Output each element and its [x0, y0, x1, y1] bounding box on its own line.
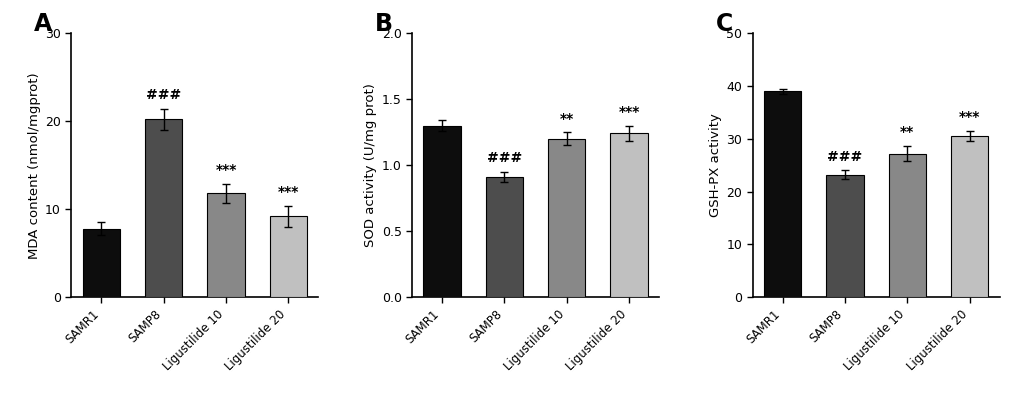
- Text: C: C: [715, 12, 733, 36]
- Text: A: A: [35, 12, 53, 36]
- Bar: [888, 154, 925, 297]
- Bar: [609, 133, 647, 297]
- Text: ***: ***: [277, 185, 299, 199]
- Bar: [423, 126, 461, 297]
- Y-axis label: SOD activity (U/mg prot): SOD activity (U/mg prot): [364, 83, 377, 247]
- Text: **: **: [900, 125, 914, 139]
- Y-axis label: GSH-PX activity: GSH-PX activity: [708, 113, 721, 217]
- Text: ***: ***: [618, 105, 639, 119]
- Bar: [207, 193, 245, 297]
- Bar: [950, 136, 987, 297]
- Text: ***: ***: [958, 110, 979, 124]
- Text: B: B: [375, 12, 392, 36]
- Text: **: **: [559, 112, 574, 126]
- Bar: [83, 229, 120, 297]
- Text: ***: ***: [215, 163, 236, 177]
- Text: ###: ###: [146, 88, 181, 102]
- Text: ###: ###: [486, 151, 522, 165]
- Bar: [547, 139, 585, 297]
- Y-axis label: MDA content (nmol/mgprot): MDA content (nmol/mgprot): [28, 72, 41, 259]
- Text: ###: ###: [826, 150, 862, 164]
- Bar: [485, 177, 523, 297]
- Bar: [269, 216, 307, 297]
- Bar: [145, 119, 182, 297]
- Bar: [763, 91, 801, 297]
- Bar: [825, 175, 863, 297]
